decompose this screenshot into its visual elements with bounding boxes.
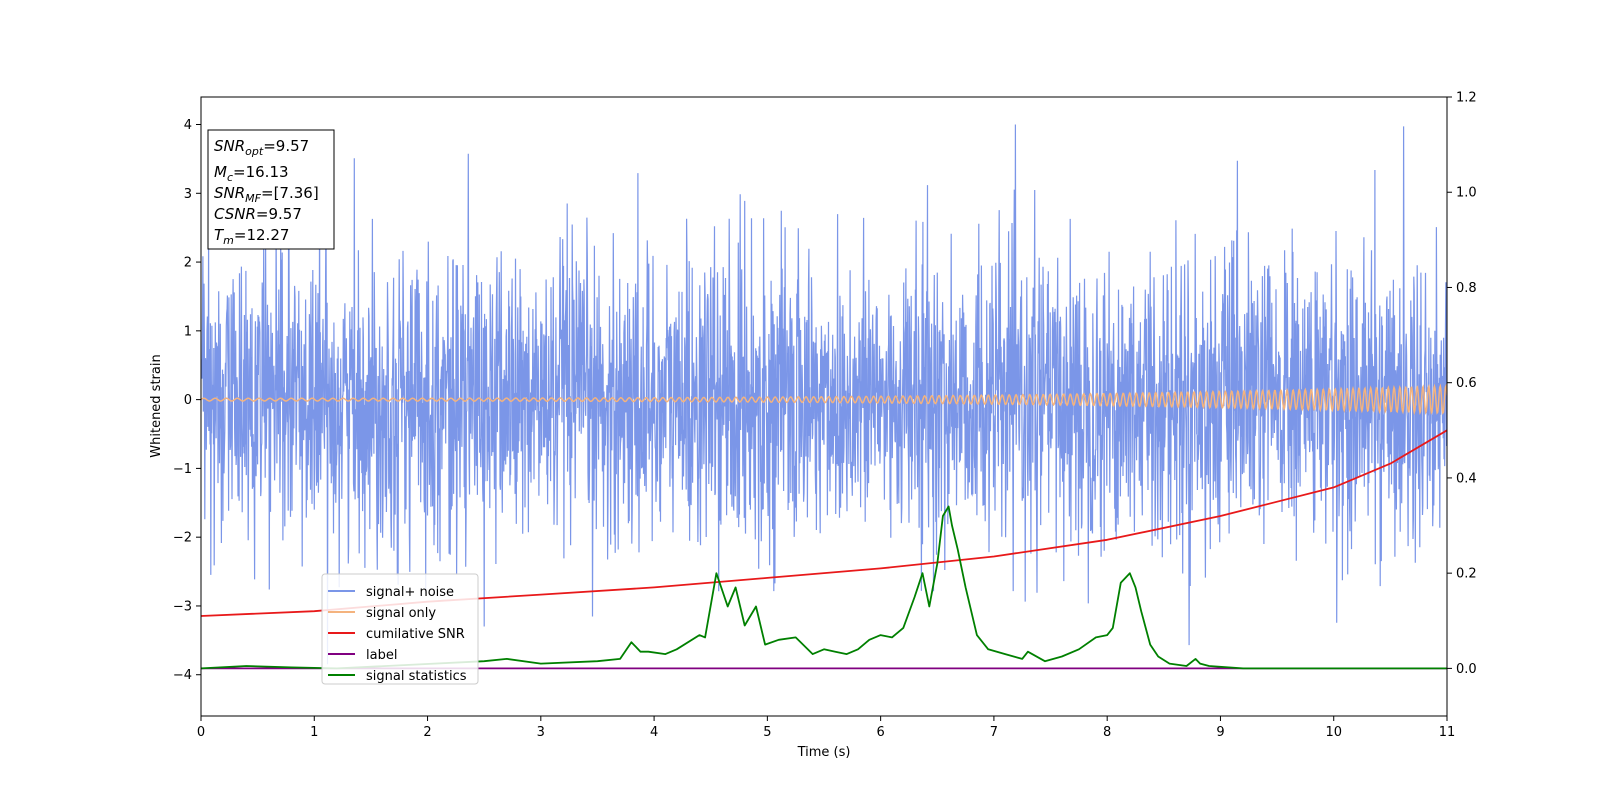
y2-tick-label: 0.6: [1456, 376, 1477, 391]
annotation-symbol: SNR: [214, 184, 245, 202]
x-tick-label: 0: [197, 725, 205, 740]
annotation-value: =12.27: [234, 226, 290, 244]
y-axis-label: Whitened strain: [149, 354, 164, 457]
legend-entry: cumilative SNR: [366, 627, 465, 642]
annotation-symbol: M: [214, 163, 227, 181]
y-tick-label: −1: [173, 462, 192, 477]
annotation-frame: [207, 129, 335, 250]
annotation-line: Tm=12.27: [214, 226, 289, 247]
x-tick-label: 7: [990, 725, 998, 740]
annotation-symbol: SNR: [214, 137, 245, 155]
y-tick-label: 2: [184, 256, 192, 271]
y2-tick-label: 1.0: [1456, 186, 1477, 201]
annotation-line: SNRMF=[7.36]: [214, 184, 319, 205]
y2-tick-label: 0.4: [1456, 471, 1477, 486]
y-axis-left: 4 3 2 1 0 −1 −2 −3 −4: [173, 118, 201, 683]
series-signal-statistics: [201, 505, 1447, 670]
series-signal-only: [201, 383, 1447, 416]
stats-annotation-box: SNRopt=9.57Mc=16.13SNRMF=[7.36]CSNR=9.57…: [207, 129, 335, 250]
legend-frame: [321, 573, 479, 685]
annotation-subscript: opt: [245, 145, 264, 158]
annotation-line: SNRopt=9.57: [214, 137, 309, 158]
x-tick-label: 5: [763, 725, 771, 740]
x-tick-label: 8: [1103, 725, 1111, 740]
y2-tick-label: 1.2: [1456, 91, 1477, 106]
x-tick-label: 9: [1216, 725, 1224, 740]
legend: signal+ noise signal only cumilative SNR la…: [321, 573, 479, 685]
x-tick-label: 1: [310, 725, 318, 740]
annotation-value: =9.57: [263, 137, 309, 155]
x-tick-label: 6: [876, 725, 884, 740]
annotation-value: =9.57: [256, 205, 302, 223]
annotation-symbol: T: [214, 226, 225, 244]
annotation-subscript: MF: [245, 192, 261, 205]
x-axis: 0 1 2 3 4 5 6 7 8 9 10 11: [197, 716, 1455, 740]
y2-tick-label: 0.2: [1456, 567, 1477, 582]
legend-entry: signal statistics: [366, 669, 467, 684]
plot-frame: [200, 96, 1448, 717]
x-tick-label: 11: [1439, 725, 1456, 740]
y-tick-label: 4: [184, 118, 192, 133]
x-axis-label: Time (s): [797, 745, 851, 760]
legend-entry: label: [366, 648, 397, 663]
x-tick-label: 4: [650, 725, 658, 740]
legend-entry: signal+ noise: [366, 585, 454, 600]
annotation-line: CSNR=9.57: [214, 205, 302, 223]
series-signal-noise: [201, 124, 1447, 665]
annotation-subscript: c: [227, 171, 233, 184]
x-tick-label: 3: [537, 725, 545, 740]
annotation-value: =[7.36]: [261, 184, 319, 202]
x-tick-label: 10: [1325, 725, 1342, 740]
y-tick-label: 3: [184, 187, 192, 202]
y-tick-label: −3: [173, 599, 192, 614]
legend-entry: signal only: [366, 606, 436, 621]
annotation-subscript: m: [223, 234, 234, 247]
annotation-line: Mc=16.13: [214, 163, 289, 184]
x-tick-label: 2: [423, 725, 431, 740]
y2-tick-label: 0.0: [1456, 662, 1477, 677]
y2-tick-label: 0.8: [1456, 281, 1477, 296]
y-tick-label: 0: [184, 393, 192, 408]
y-tick-label: −4: [173, 668, 192, 683]
y-axis-right: 1.2 1.0 0.8 0.6 0.4 0.2 0.0: [1447, 91, 1477, 677]
annotation-symbol: CSNR: [214, 205, 256, 223]
annotation-value: =16.13: [233, 163, 289, 181]
y-tick-label: −2: [173, 531, 192, 546]
y-tick-label: 1: [184, 324, 192, 339]
